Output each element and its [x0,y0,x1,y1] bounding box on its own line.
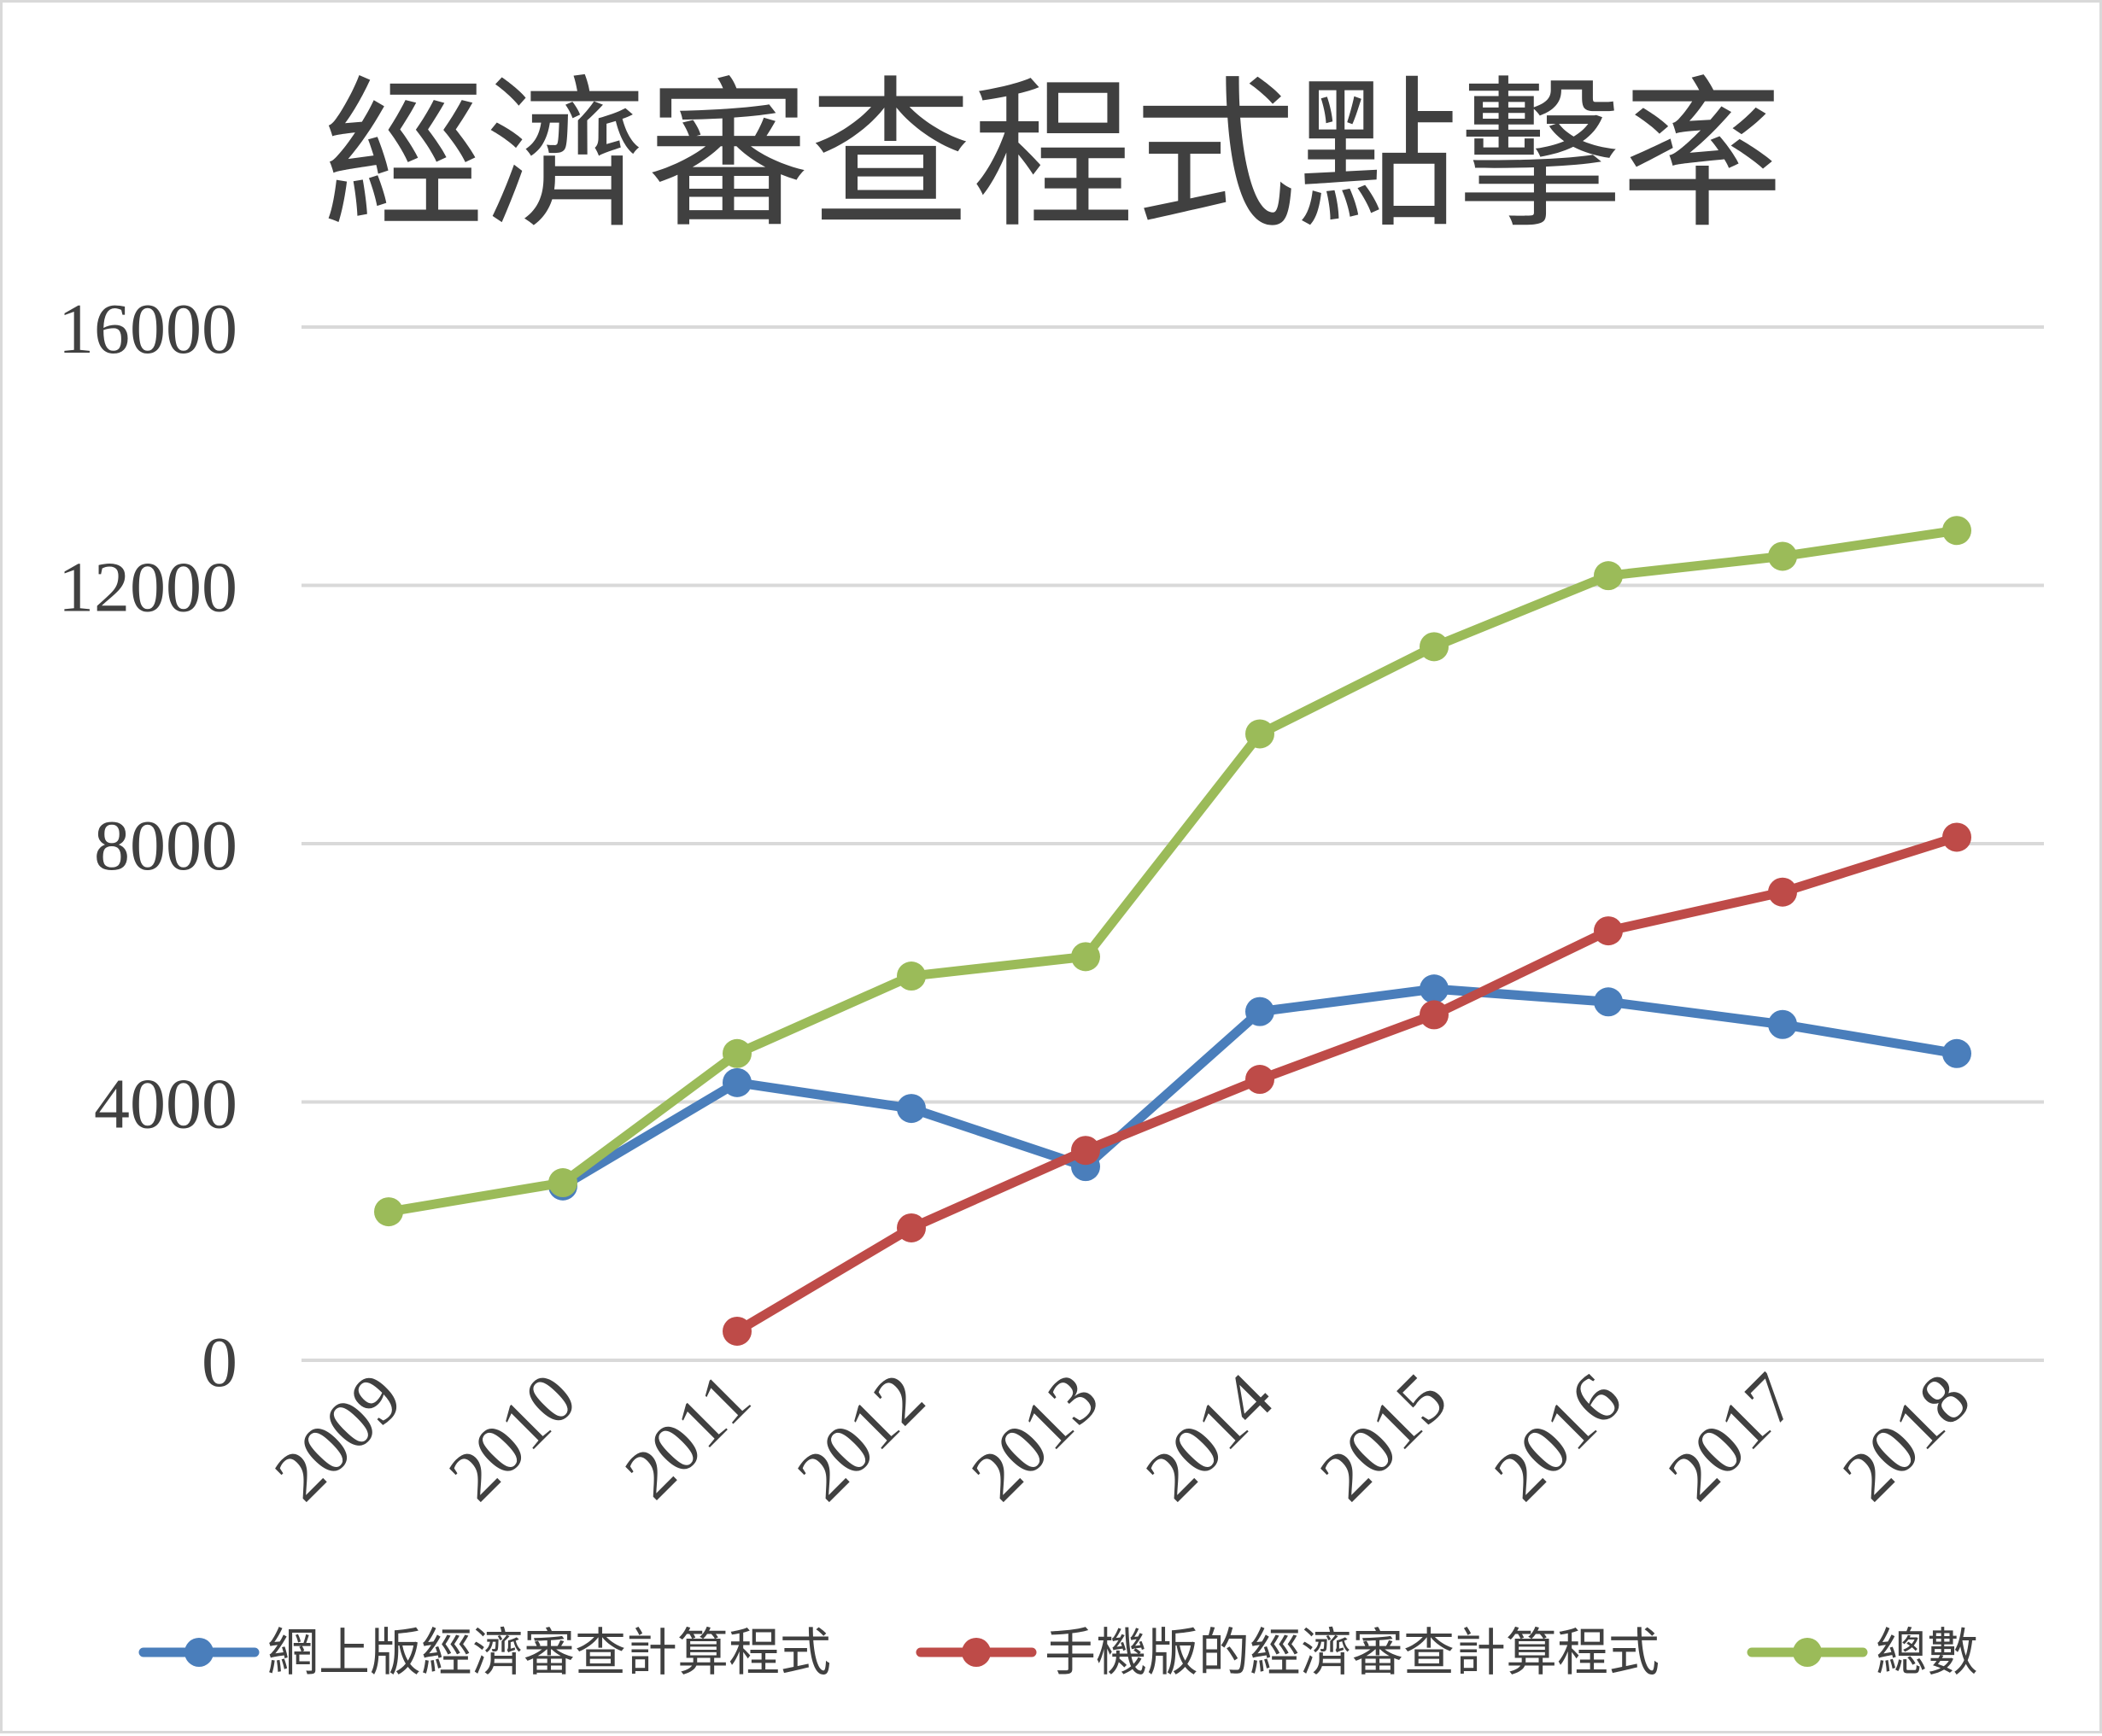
chart-title: 經濟審查程式點擊率 [323,61,1783,250]
series-group [723,822,1971,1346]
x-axis-ticks: 2009 2010 2011 2012 2013 2014 2015 2016 2017 2018 [260,1359,1986,1517]
data-point [374,1197,403,1227]
data-point [723,1316,752,1346]
data-point [1594,987,1623,1017]
legend: 網上版經濟審查計算程式 手機版的經濟審查計算程式 總數 [138,1623,1978,1683]
series-lines [374,516,1971,1346]
data-point [1768,1009,1797,1039]
data-point [1245,719,1274,749]
legend-marker [184,1638,214,1667]
x-tick-label: 2015 [1305,1359,1463,1517]
x-tick-label: 2010 [434,1359,592,1517]
data-point [1768,877,1797,907]
y-tick-label: 0 [202,1323,237,1402]
x-tick-label: 2009 [260,1359,418,1517]
data-point [1594,916,1623,946]
x-tick-label: 2011 [610,1359,765,1514]
data-point [1594,561,1623,591]
legend-item: 網上版經濟審查計算程式 [138,1623,831,1683]
legend-item: 手機版的經濟審查計算程式 [916,1623,1660,1683]
data-point [1420,632,1449,662]
data-point [1942,1038,1971,1068]
data-point [1768,541,1797,571]
x-tick-label: 2018 [1828,1359,1986,1517]
y-tick-label: 8000 [94,806,237,886]
data-point [897,1213,926,1242]
data-point [548,1168,577,1198]
y-axis-ticks: 0 4000 8000 12000 16000 [58,289,237,1402]
y-tick-label: 4000 [94,1065,237,1144]
data-point [1245,997,1274,1026]
x-tick-label: 2012 [782,1359,940,1517]
data-point [1071,942,1100,972]
data-point [1420,974,1449,1004]
legend-marker [1793,1638,1822,1667]
data-point [897,1094,926,1124]
data-point [1942,516,1971,546]
y-tick-label: 12000 [58,548,237,628]
x-tick-label: 2014 [1131,1359,1289,1517]
legend-label: 網上版經濟審查計算程式 [267,1623,831,1683]
x-tick-label: 2016 [1479,1359,1637,1517]
data-point [1420,1000,1449,1030]
legend-item: 總數 [1747,1623,1978,1683]
data-point [723,1038,752,1068]
data-point [1245,1065,1274,1095]
legend-marker [962,1638,991,1667]
series-line [732,832,1962,1336]
legend-label: 手機版的經濟審查計算程式 [1045,1623,1660,1683]
series-group [548,974,1971,1201]
y-tick-label: 16000 [58,289,237,369]
series-line [384,525,1962,1217]
data-point [1942,822,1971,852]
data-point [897,962,926,991]
data-point [1071,1136,1100,1166]
x-tick-label: 2013 [957,1359,1115,1517]
legend-label: 總數 [1876,1623,1978,1683]
data-point [723,1067,752,1097]
series-group [374,516,1971,1227]
x-tick-label: 2017 [1654,1359,1812,1517]
